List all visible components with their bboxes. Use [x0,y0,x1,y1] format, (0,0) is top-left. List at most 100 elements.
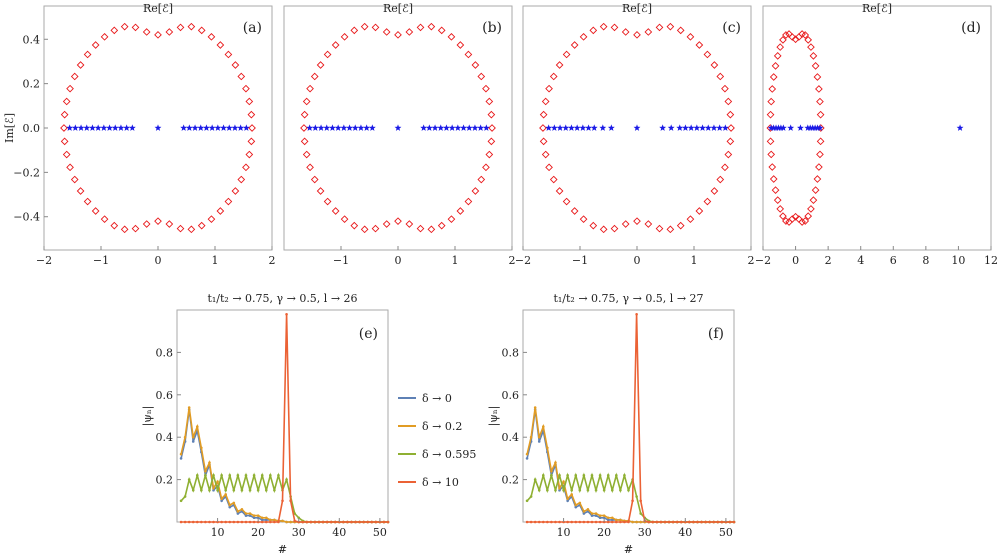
data-point [594,512,598,515]
data-point [289,520,292,524]
y-tick-label: 0.6 [156,389,174,402]
data-point [269,518,272,522]
data-point [240,507,244,511]
x-tick-label: 0 [395,254,402,267]
ring-point [60,124,68,132]
real-point [237,124,245,131]
data-point [558,520,561,524]
data-point [232,501,236,505]
real-point [568,124,575,131]
real-point [573,124,581,131]
panel-title: Re[ℰ] [622,2,652,15]
ring-point [416,23,425,32]
real-point [676,124,684,131]
data-point [248,488,252,492]
data-point [663,520,667,524]
data-point [598,474,602,477]
panel-title: t₁/t₂ → 0.75, γ → 0.5, l → 26 [207,292,357,305]
x-tick-label: 0 [155,254,162,267]
ring-point [766,137,775,146]
panel-title: Re[ℰ] [383,2,413,15]
ring-point [666,22,675,31]
ring-point [350,221,359,230]
data-point [566,497,569,500]
ring-point [131,23,140,32]
data-point [627,488,630,492]
data-point [720,520,724,524]
real-point [185,124,193,131]
real-point [550,124,558,131]
ring-point [779,212,787,220]
data-point [578,488,582,492]
data-point [570,493,573,496]
ring-point [207,32,216,41]
ring-point [242,84,250,93]
data-point [671,520,675,524]
data-point [533,478,537,481]
ring-point [771,186,780,194]
ring-point [224,50,233,59]
ring-point [644,28,653,36]
ring-point [782,31,790,39]
data-point [679,520,683,524]
ring-point [621,28,630,36]
real-point [797,124,804,131]
ring-point [487,110,496,119]
data-point [208,461,211,464]
real-point [425,124,433,131]
data-point [244,512,248,515]
real-point [100,124,108,131]
data-point [639,499,642,503]
ring-point [371,224,380,233]
ring-point [237,175,246,184]
real-point [716,124,724,131]
data-point [537,440,541,443]
ring-point [231,187,240,195]
data-point [370,520,374,524]
data-point [260,474,264,477]
x-tick-label: −1 [333,254,349,267]
y-axis-label: |ψₙ| [141,406,155,427]
ring-point [477,72,486,81]
ring-point [610,224,619,233]
data-point [191,440,195,443]
data-point [700,520,703,524]
data-point [228,474,232,477]
data-point [574,474,578,477]
ring-point [801,217,810,225]
data-point [187,478,191,481]
ring-point [599,22,608,31]
ring-point [555,187,564,195]
ring-point [795,33,803,41]
ring-point [310,72,319,81]
data-point [525,452,529,456]
ring-point [316,187,325,195]
ring-point [60,137,69,146]
real-point [123,124,131,131]
x-tick-label: 2 [509,254,516,267]
real-point [431,124,439,131]
real-point [334,124,342,131]
ring-point [768,163,777,171]
y-axis-label: |ψₙ| [487,406,501,427]
data-point [578,501,582,505]
panel-d: (d) −2 0 2 4 6 8 10 12 [755,5,997,267]
data-point [220,474,223,477]
real-point [710,124,718,131]
ring-point [316,61,325,69]
data-point [606,516,610,520]
data-point [541,425,545,428]
data-point [289,499,292,503]
data-point [529,495,533,498]
data-point [309,520,313,524]
ring-point [76,187,85,195]
ring-point [176,23,185,32]
data-point [187,520,191,524]
ring-point [302,97,311,106]
real-point [363,124,371,131]
data-point [594,514,598,517]
panel-title: t₁/t₂ → 0.75, γ → 0.5, l → 27 [553,292,703,305]
series--10 [525,312,736,524]
ring-point [599,225,608,234]
ring-point [816,150,824,159]
